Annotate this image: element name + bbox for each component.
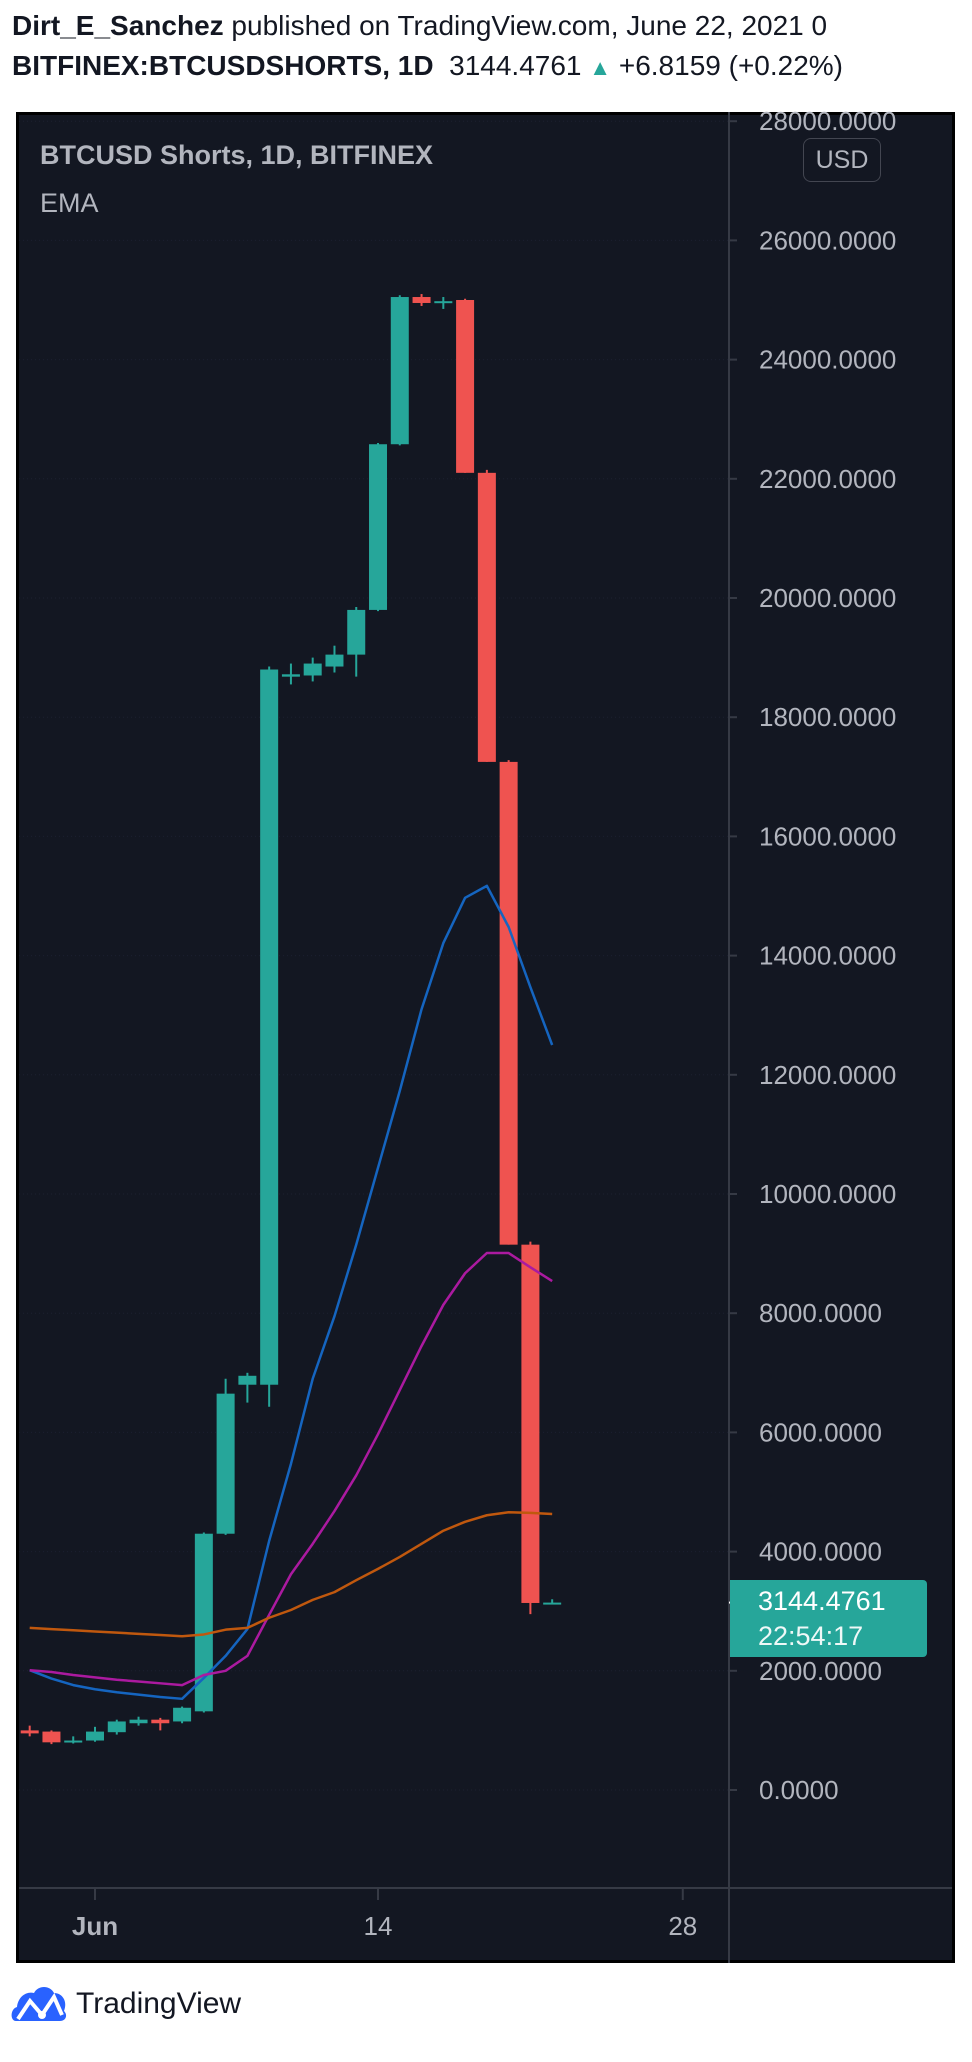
price-tick-label: 16000.0000	[759, 821, 896, 851]
candle-body-2021-06-18[interactable]	[456, 300, 475, 473]
price-change: +6.8159 (+0.22%)	[618, 50, 844, 81]
time-tick-label: 28	[668, 1911, 697, 1941]
candle-body-2021-06-04[interactable]	[151, 1719, 170, 1724]
candle-body-2021-06-10[interactable]	[281, 674, 300, 677]
candle-body-2021-06-07[interactable]	[216, 1393, 235, 1534]
symbol-info: BITFINEX:BTCUSDSHORTS, 1D 3144.4761 ▲ +6…	[12, 50, 843, 82]
time-tick-label: Jun	[72, 1911, 118, 1941]
bar-countdown: 22:54:17	[758, 1621, 864, 1651]
price-tick-label: 10000.0000	[759, 1179, 896, 1209]
symbol-name: BITFINEX:BTCUSDSHORTS, 1D	[12, 50, 434, 81]
price-tick-label: 24000.0000	[759, 345, 896, 375]
price-tick-label: 26000.0000	[759, 225, 896, 255]
candle-body-2021-06-21[interactable]	[521, 1244, 540, 1603]
ema-fast-line[interactable]	[29, 884, 554, 1701]
candle-body-2021-06-15[interactable]	[390, 297, 409, 445]
candle-body-2021-06-11[interactable]	[303, 663, 322, 676]
candle-body-2021-06-20[interactable]	[499, 761, 518, 1245]
last-price-value: 3144.4761	[758, 1586, 886, 1616]
price-tick-label: 14000.0000	[759, 941, 896, 971]
last-price: 3144.4761	[449, 50, 582, 81]
price-tick-label: 0.0000	[759, 1775, 839, 1805]
last-price-label: 3144.4761 22:54:17	[730, 1580, 927, 1657]
published-text: published on TradingView.com, June 22, 2…	[231, 10, 828, 41]
candle-body-2021-06-17[interactable]	[434, 301, 453, 304]
author-name: Dirt_E_Sanchez	[12, 10, 224, 41]
candle-body-2021-06-13[interactable]	[347, 609, 366, 655]
candle-body-2021-06-08[interactable]	[238, 1375, 257, 1385]
price-tick-label: 2000.0000	[759, 1656, 882, 1686]
price-tick-label: 4000.0000	[759, 1537, 882, 1567]
candle-body-2021-06-06[interactable]	[194, 1533, 213, 1712]
candle-body-2021-06-01[interactable]	[86, 1731, 104, 1741]
price-tick-label: 8000.0000	[759, 1298, 882, 1328]
candle-body-2021-06-05[interactable]	[173, 1707, 192, 1722]
brand-name: TradingView	[76, 1987, 242, 2020]
price-tick-label: 6000.0000	[759, 1417, 882, 1447]
candle-body-2021-05-30[interactable]	[42, 1731, 61, 1743]
price-tick-label: 12000.0000	[759, 1060, 896, 1090]
candle-body-2021-06-12[interactable]	[325, 654, 344, 667]
candle-body-2021-06-02[interactable]	[107, 1721, 126, 1733]
triangle-up-icon: ▲	[589, 55, 612, 80]
price-tick-label: 28000.0000	[759, 106, 896, 136]
candle-body-2021-06-19[interactable]	[477, 472, 496, 762]
chart-legend-title: BTCUSD Shorts, 1D, BITFINEX	[40, 140, 434, 170]
candle-body-2021-06-22[interactable]	[543, 1602, 562, 1605]
tradingview-logo[interactable]: TradingView	[10, 1985, 241, 2023]
time-tick-label: 14	[364, 1911, 393, 1941]
currency-badge[interactable]: USD	[803, 138, 881, 182]
candle-body-2021-05-29[interactable]	[20, 1730, 39, 1734]
candle-body-2021-06-16[interactable]	[412, 297, 431, 303]
price-tick-label: 18000.0000	[759, 702, 896, 732]
ema-mid-line[interactable]	[29, 1251, 553, 1687]
price-tick-label: 22000.0000	[759, 464, 896, 494]
indicator-legend-ema[interactable]: EMA	[40, 188, 99, 218]
candle-body-2021-06-09[interactable]	[260, 669, 279, 1385]
ema-slow-line[interactable]	[29, 1511, 553, 1638]
tradingview-cloud-icon	[11, 1987, 67, 2021]
candle-body-2021-06-14[interactable]	[369, 444, 388, 610]
candle-body-2021-06-03[interactable]	[129, 1719, 148, 1724]
price-tick-label: 20000.0000	[759, 583, 896, 613]
candle-body-2021-05-31[interactable]	[64, 1740, 83, 1743]
publish-info: Dirt_E_Sanchez published on TradingView.…	[12, 10, 827, 42]
